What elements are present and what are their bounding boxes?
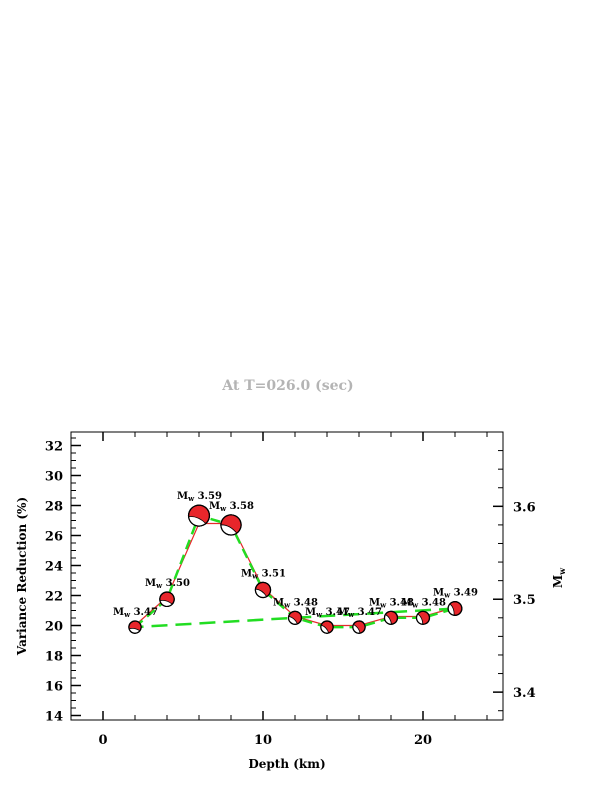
mechanism-outline [159, 591, 175, 608]
focal-mechanism [415, 610, 431, 625]
mechanism-outline [320, 620, 334, 634]
mechanism-outline [352, 620, 366, 634]
focal-mechanism [187, 504, 211, 527]
mw-annotation: Mw 3.59 [177, 491, 222, 503]
y2-tick-label: 3.5 [513, 593, 536, 608]
mw-annotation: Mw 3.51 [241, 568, 286, 580]
mechanism-outline [128, 620, 142, 634]
y2-axis-title: Mw [551, 567, 567, 588]
mechanism-outline [254, 581, 272, 599]
y-tick-label: 16 [45, 680, 63, 695]
y-tick-label: 14 [45, 710, 63, 725]
y-tick-label: 28 [45, 500, 63, 515]
mw-annotation: Mw 3.58 [209, 501, 254, 513]
focal-mechanism [320, 620, 334, 634]
x-axis-title: Depth (km) [248, 757, 325, 771]
mw-annotation: Mw 3.47 [337, 607, 382, 619]
focal-mechanism [287, 610, 303, 625]
y2-tick-label: 3.6 [513, 500, 536, 515]
x-tick-label: 0 [98, 733, 107, 748]
y2-tick-label: 3.4 [513, 686, 536, 701]
mw-annotation: Mw 3.48 [369, 597, 414, 609]
mw-annotation: Mw 3.48 [273, 597, 318, 609]
mw-annotation: Mw 3.49 [433, 588, 478, 600]
x-tick-label: 20 [414, 733, 432, 748]
mw-return-line [134, 607, 456, 629]
y-tick-label: 22 [45, 590, 63, 605]
mechanism-outline [447, 601, 463, 616]
mechanism-outline [220, 514, 242, 536]
y-tick-label: 20 [45, 620, 63, 635]
mw-annotation: Mw 3.48 [401, 597, 446, 609]
y-tick-label: 24 [45, 560, 63, 575]
mw-annotation: Mw 3.47 [305, 607, 350, 619]
mechanism-outline [415, 610, 431, 625]
y-tick-label: 26 [45, 530, 63, 545]
x-tick-label: 10 [254, 733, 272, 748]
y2-axis-title-sub: w [557, 567, 567, 576]
mechanism-outline [287, 610, 303, 625]
mechanism-outline [383, 610, 399, 625]
svg-text:Mw: Mw [551, 567, 567, 588]
y-tick-label: 30 [45, 470, 63, 485]
y2-axis-title-main: M [551, 575, 565, 588]
y-axis-title: Variance Reduction (%) [15, 497, 29, 656]
focal-mechanism [128, 620, 142, 634]
y-tick-label: 32 [45, 440, 63, 455]
focal-mechanism [220, 514, 242, 536]
focal-mechanism [352, 620, 366, 634]
focal-mechanism [159, 591, 175, 608]
focal-mechanism [254, 581, 272, 599]
plot-frame [70, 431, 504, 721]
mw-annotation: Mw 3.50 [145, 578, 190, 590]
page-title: At T=026.0 (sec) [222, 378, 354, 394]
mechanism-outline [187, 504, 211, 527]
y-tick-label: 18 [45, 650, 63, 665]
focal-mechanism [383, 610, 399, 625]
mw-annotation: Mw 3.47 [113, 607, 158, 619]
focal-mechanism [447, 601, 463, 616]
